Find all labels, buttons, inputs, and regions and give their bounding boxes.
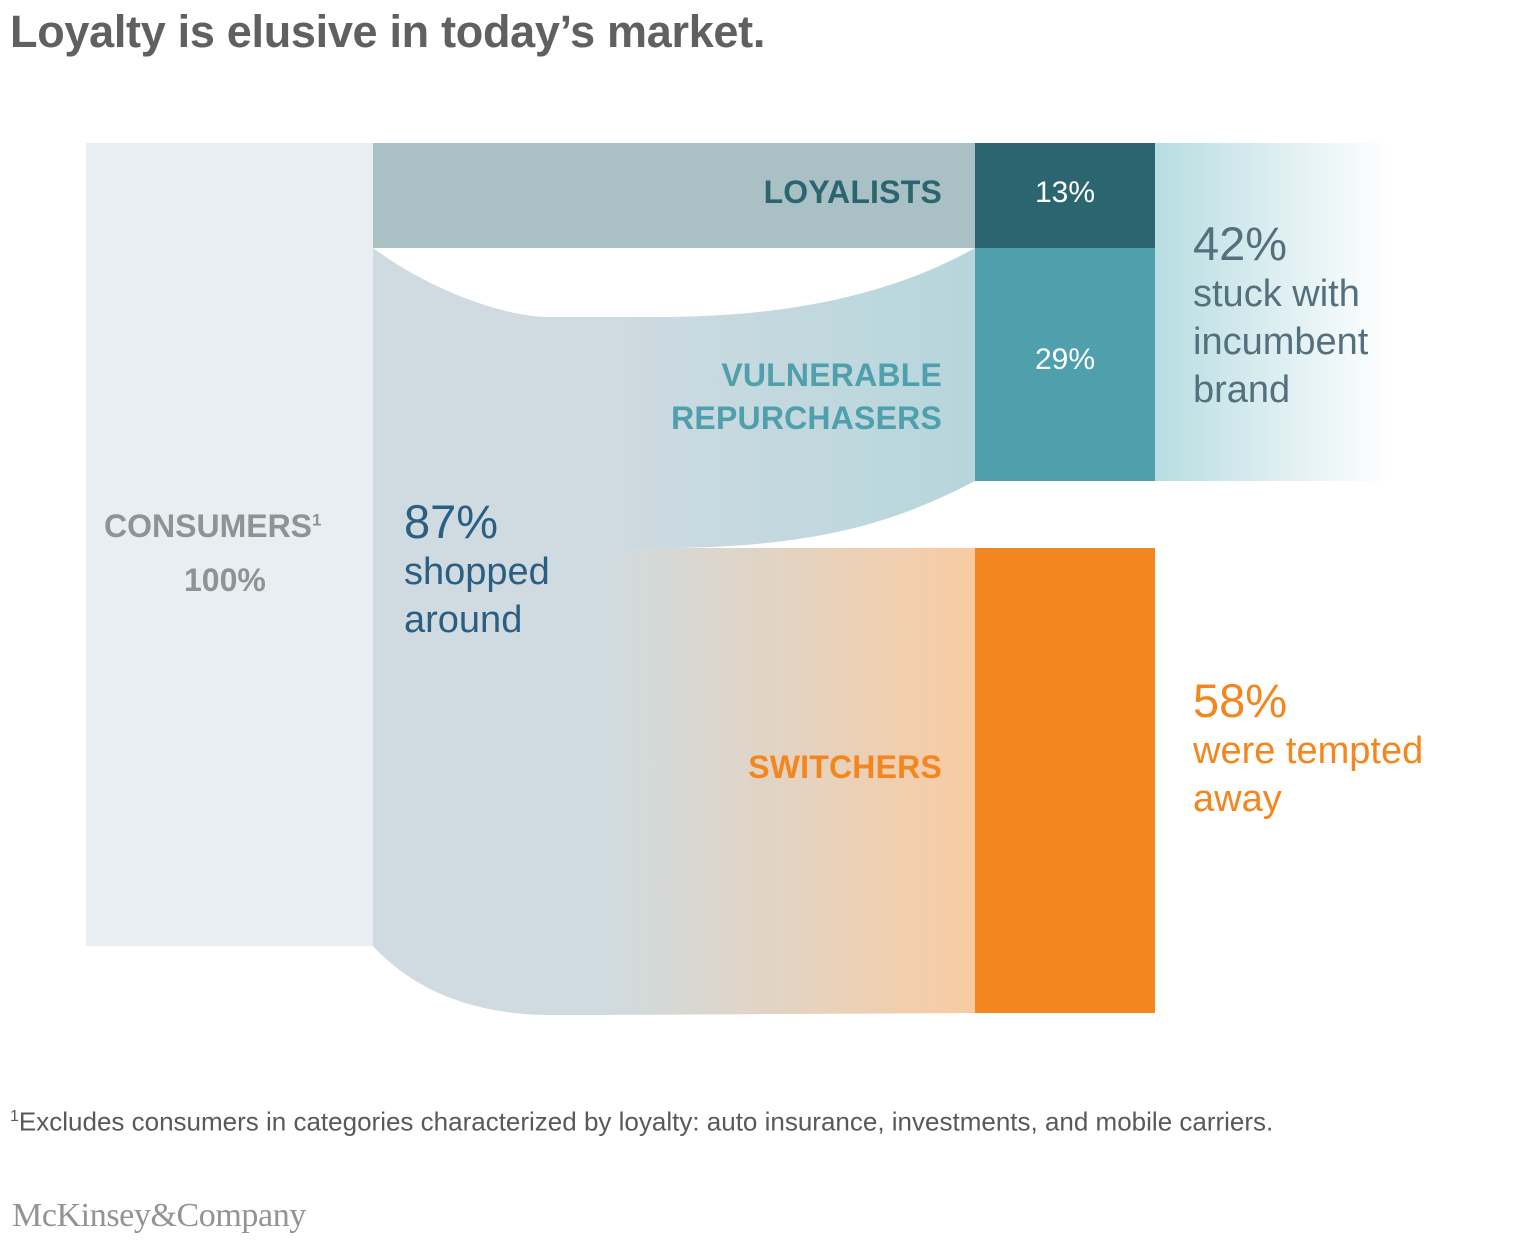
loyalists-value: 13% (1034, 176, 1096, 209)
stuck-outcome-line1: stuck with (1193, 273, 1360, 315)
stuck-outcome-line2: incumbent (1193, 321, 1369, 363)
loyalists-label: LOYALISTS (763, 174, 942, 210)
stuck-outcome-line3: brand (1193, 369, 1291, 411)
vulnerable-value: 29% (1034, 343, 1096, 376)
stuck-brand-band (1155, 143, 1390, 481)
mckinsey-logo: McKinsey&Company (12, 1197, 306, 1234)
consumers-value: 100% (184, 562, 266, 598)
loyalists-box (975, 143, 1155, 248)
shopped-around-band (373, 248, 600, 1015)
vulnerable-label: VULNERABLE REPURCHASERS (671, 354, 942, 440)
switchers-flow (600, 548, 975, 1015)
vulnerable-box (975, 248, 1155, 481)
vulnerable-label-line1: VULNERABLE (721, 357, 942, 393)
vulnerable-label-line2: REPURCHASERS (671, 400, 942, 436)
shopped-around-label: 87% shopped around (404, 496, 550, 644)
loyalists-band (373, 143, 975, 248)
consumers-node (86, 143, 373, 946)
tempted-outcome-line2: away (1193, 778, 1282, 820)
shopped-around-value: 87% (404, 495, 499, 548)
tempted-outcome-line1: were tempted (1193, 730, 1424, 772)
footnote: 1Excludes consumers in categories charac… (10, 1100, 1520, 1139)
switchers-box (975, 548, 1155, 1013)
shopped-around-line1: shopped (404, 551, 550, 593)
tempted-outcome-label: 58% were tempted away (1193, 675, 1423, 823)
footnote-marker: 1 (10, 1108, 19, 1125)
stuck-outcome-label: 42% stuck with incumbent brand (1193, 218, 1368, 414)
stuck-outcome-value: 42% (1193, 217, 1288, 270)
consumers-label: CONSUMERS1 (104, 508, 322, 544)
tempted-outcome-value: 58% (1193, 674, 1288, 727)
vulnerable-flow (600, 248, 975, 548)
shopped-around-line2: around (404, 599, 523, 641)
page-title: Loyalty is elusive in today’s market. (10, 6, 766, 57)
footnote-text: Excludes consumers in categories charact… (18, 1106, 1274, 1137)
switchers-label: SWITCHERS (748, 749, 942, 785)
